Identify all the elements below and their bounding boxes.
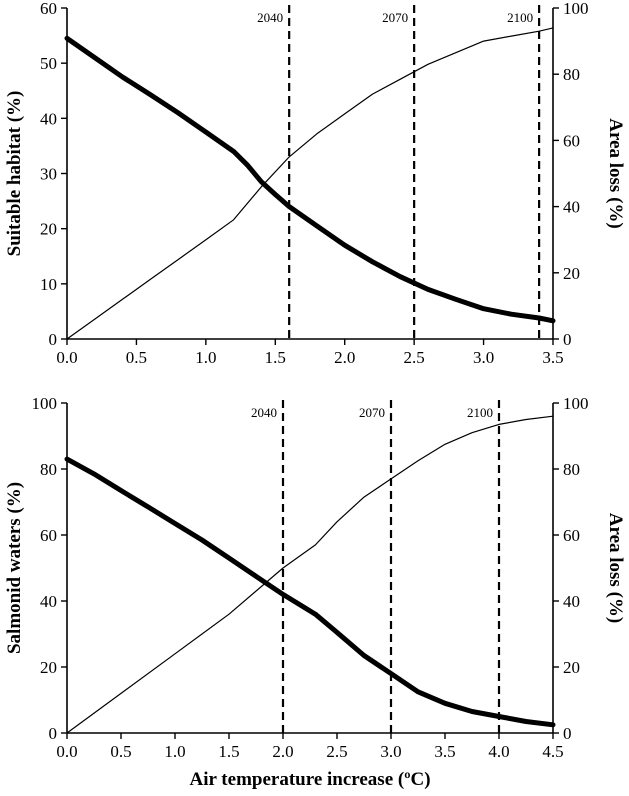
- x-tick-label: 0.0: [56, 348, 77, 367]
- y-right-tick-label: 100: [563, 0, 589, 18]
- x-tick-label: 2.0: [334, 348, 355, 367]
- year-marker-label: 2100: [507, 10, 533, 25]
- year-marker-label: 2100: [467, 405, 493, 420]
- year-marker-label: 2040: [251, 405, 277, 420]
- x-tick-label: 2.5: [404, 348, 425, 367]
- y-left-tick-label: 20: [40, 658, 57, 677]
- y-right-tick-label: 0: [563, 330, 572, 349]
- y-right-tick-label: 60: [563, 131, 580, 150]
- area-loss-series-line: [66, 415, 554, 734]
- chart-panel-top: 0.0 0.5 1.0 1.5 2.0 2.5 3.0 3.50102030405060020…: [4, 0, 626, 367]
- x-tick-label: 4.0: [488, 742, 509, 761]
- x-tick-label: 1.0: [195, 348, 216, 367]
- y-right-tick-label: 20: [563, 264, 580, 283]
- y-right-tick-label: 100: [563, 394, 589, 413]
- habitat-series-line: [64, 456, 556, 728]
- y-right-tick-label: 0: [563, 724, 572, 743]
- x-tick-label: 1.5: [218, 742, 239, 761]
- x-tick-label: 0.5: [110, 742, 131, 761]
- y-left-tick-label: 0: [49, 330, 58, 349]
- habitat-series-line: [64, 35, 556, 324]
- chart-panel-bottom: 0.0 0.5 1.0 1.5 2.0 2.5 3.0 3.5 4.0 4.50204060801…: [4, 394, 626, 790]
- x-tick-label: 2.0: [272, 742, 293, 761]
- y-left-axis-title: Suitable habitat (%): [4, 91, 25, 257]
- x-tick-label: 2.5: [326, 742, 347, 761]
- y-left-tick-label: 40: [40, 592, 57, 611]
- x-tick-label: 3.0: [473, 348, 494, 367]
- x-tick-label: 3.5: [434, 742, 455, 761]
- y-right-tick-label: 60: [563, 526, 580, 545]
- year-marker-label: 2070: [382, 10, 408, 25]
- year-marker-label: 2070: [359, 405, 385, 420]
- y-left-tick-label: 30: [40, 165, 57, 184]
- y-left-axis-title: Salmonid waters (%): [4, 482, 25, 654]
- y-left-tick-label: 100: [32, 394, 58, 413]
- y-right-axis-title: Area loss (%): [605, 513, 626, 623]
- x-tick-label: 1.5: [265, 348, 286, 367]
- y-right-tick-label: 80: [563, 65, 580, 84]
- y-right-tick-label: 20: [563, 658, 580, 677]
- y-left-tick-label: 60: [40, 526, 57, 545]
- x-tick-label: 0.5: [126, 348, 147, 367]
- x-axis-title: Air temperature increase (ºC): [189, 769, 430, 790]
- y-left-tick-label: 50: [40, 54, 57, 73]
- x-tick-label: 0.0: [56, 742, 77, 761]
- y-left-tick-label: 20: [40, 220, 57, 239]
- area-loss-series-line: [66, 27, 554, 340]
- y-right-tick-label: 80: [563, 460, 580, 479]
- y-right-axis-title: Area loss (%): [605, 118, 626, 228]
- y-left-tick-label: 0: [49, 724, 58, 743]
- y-right-tick-label: 40: [563, 592, 580, 611]
- y-right-tick-label: 40: [563, 198, 580, 217]
- y-left-tick-label: 10: [40, 275, 57, 294]
- x-tick-label: 1.0: [164, 742, 185, 761]
- x-tick-label: 3.0: [380, 742, 401, 761]
- y-left-tick-label: 80: [40, 460, 57, 479]
- y-left-tick-label: 40: [40, 109, 57, 128]
- year-marker-label: 2040: [257, 10, 283, 25]
- x-tick-label: 4.5: [542, 742, 563, 761]
- y-left-tick-label: 60: [40, 0, 57, 18]
- x-tick-label: 3.5: [542, 348, 563, 367]
